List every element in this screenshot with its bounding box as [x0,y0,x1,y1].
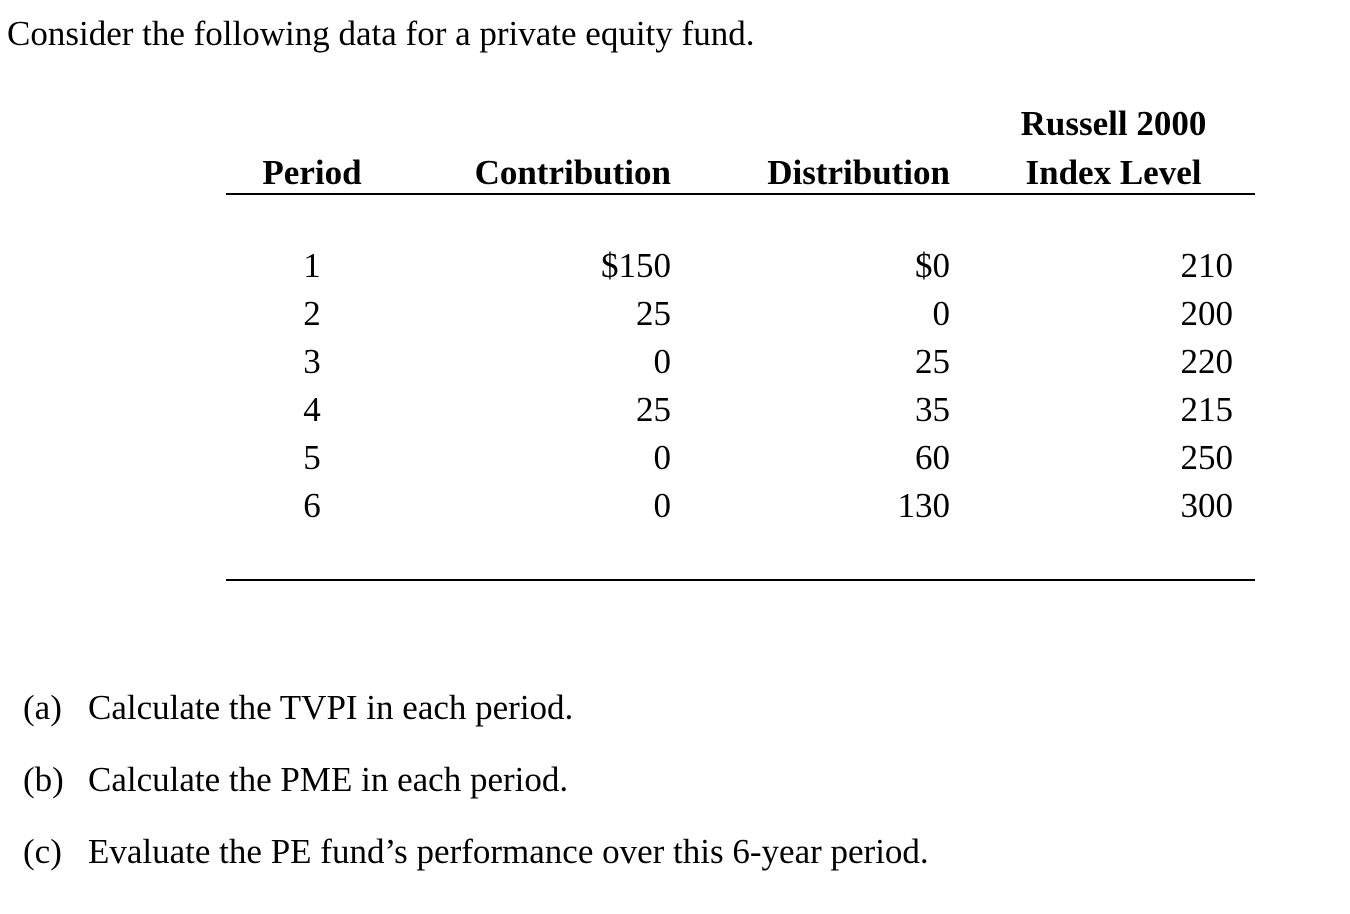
cell-index-level: 220 [1180,342,1234,381]
cell-index-level: 300 [1180,486,1234,525]
cell-period: 3 [303,342,321,381]
header-empty-1 [226,96,398,144]
cell-distribution: $0 [915,246,950,285]
question-c: (c) Evaluate the PE fund’s performance ov… [23,832,929,872]
cell-index-level: 210 [1180,246,1234,285]
question-b-text: Calculate the PME in each period. [88,760,569,799]
spacer-row-top [226,194,1255,242]
cell-period: 4 [303,390,321,429]
intro-text: Consider the following data for a privat… [7,14,755,53]
question-a-text: Calculate the TVPI in each period. [88,688,574,727]
table-row: 3 0 25 220 [226,338,1255,386]
pe-fund-table: Russell 2000 Period Contribution Distrib… [226,96,1255,581]
cell-distribution: 60 [915,438,950,477]
table-row: 2 25 0 200 [226,290,1255,338]
table-row: 1 $150 $0 210 [226,242,1255,290]
cell-period: 2 [303,294,321,333]
cell-contribution: $150 [601,246,671,285]
header-empty-2 [398,96,693,144]
cell-contribution: 0 [653,486,672,525]
cell-period: 5 [303,438,321,477]
header-distribution: Distribution [693,144,972,195]
header-row-2: Period Contribution Distribution Index L… [226,144,1255,195]
cell-index-level: 215 [1180,390,1234,429]
cell-period: 6 [303,486,321,525]
table-header: Russell 2000 Period Contribution Distrib… [226,96,1255,195]
question-a: (a) Calculate the TVPI in each period. [23,688,573,728]
cell-distribution: 35 [915,390,950,429]
table-body: 1 $150 $0 210 2 25 0 200 3 0 25 220 4 25… [226,194,1255,580]
question-c-text: Evaluate the PE fund’s performance over … [88,832,929,871]
header-contribution: Contribution [398,144,693,195]
header-index-level: Index Level [972,144,1255,195]
cell-contribution: 25 [636,390,671,429]
header-row-1: Russell 2000 [226,96,1255,144]
header-empty-3 [693,96,972,144]
cell-index-level: 250 [1180,438,1234,477]
cell-distribution: 0 [932,294,951,333]
spacer-row-bottom [226,530,1255,580]
question-a-label: (a) [23,688,62,727]
header-russell-2000: Russell 2000 [1020,104,1207,143]
cell-contribution: 25 [636,294,671,333]
question-b-label: (b) [23,760,64,799]
cell-distribution: 130 [897,486,951,525]
cell-period: 1 [303,246,321,285]
header-period: Period [226,144,398,195]
cell-contribution: 0 [653,438,672,477]
table-row: 5 0 60 250 [226,434,1255,482]
cell-index-level: 200 [1180,294,1234,333]
cell-contribution: 0 [653,342,672,381]
table-row: 6 0 130 300 [226,482,1255,530]
cell-distribution: 25 [915,342,950,381]
table-row: 4 25 35 215 [226,386,1255,434]
question-c-label: (c) [23,832,62,871]
question-b: (b) Calculate the PME in each period. [23,760,568,800]
